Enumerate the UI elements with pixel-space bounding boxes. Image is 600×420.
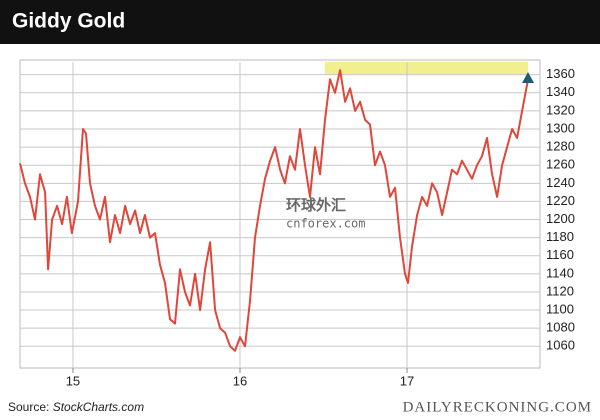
header-bar	[0, 0, 600, 44]
x-tick-label: 17	[400, 373, 414, 388]
x-tick-label: 16	[233, 373, 247, 388]
y-tick-label: 1260	[546, 157, 575, 172]
y-tick-label: 1360	[546, 66, 575, 81]
highlight-band	[325, 62, 528, 75]
source-prefix: Source:	[8, 400, 49, 414]
arrow	[522, 72, 534, 83]
y-tick-label: 1120	[546, 283, 574, 298]
y-tick-label: 1060	[546, 338, 575, 353]
y-tick-label: 1080	[546, 320, 575, 335]
chart-title: Giddy Gold	[12, 10, 125, 33]
watermark: 环球外汇	[286, 196, 346, 214]
grid	[20, 62, 540, 368]
y-tick-label: 1280	[546, 139, 575, 154]
y-tick-label: 1100	[546, 301, 574, 316]
x-tick-label: 15	[66, 373, 80, 388]
plot	[19, 69, 530, 352]
y-tick-label: 1140	[546, 265, 574, 280]
price-line	[19, 69, 530, 352]
y-tick-label: 1220	[546, 193, 575, 208]
y-tick-label: 1340	[546, 84, 575, 99]
credit: DAILYRECKONING.COM	[403, 399, 592, 415]
y-tick-label: 1160	[546, 247, 574, 262]
y-tick-label: 1300	[546, 120, 575, 135]
source: Source: StockCharts.com	[8, 400, 144, 414]
y-tick-label: 1240	[546, 175, 575, 190]
y-tick-label: 1180	[546, 229, 574, 244]
source-name: StockCharts.com	[53, 400, 144, 414]
y-tick-label: 1200	[546, 211, 575, 226]
plot-frame	[19, 59, 541, 369]
watermark-url: cnforex.com	[286, 217, 365, 231]
y-tick-label: 1320	[546, 102, 575, 117]
